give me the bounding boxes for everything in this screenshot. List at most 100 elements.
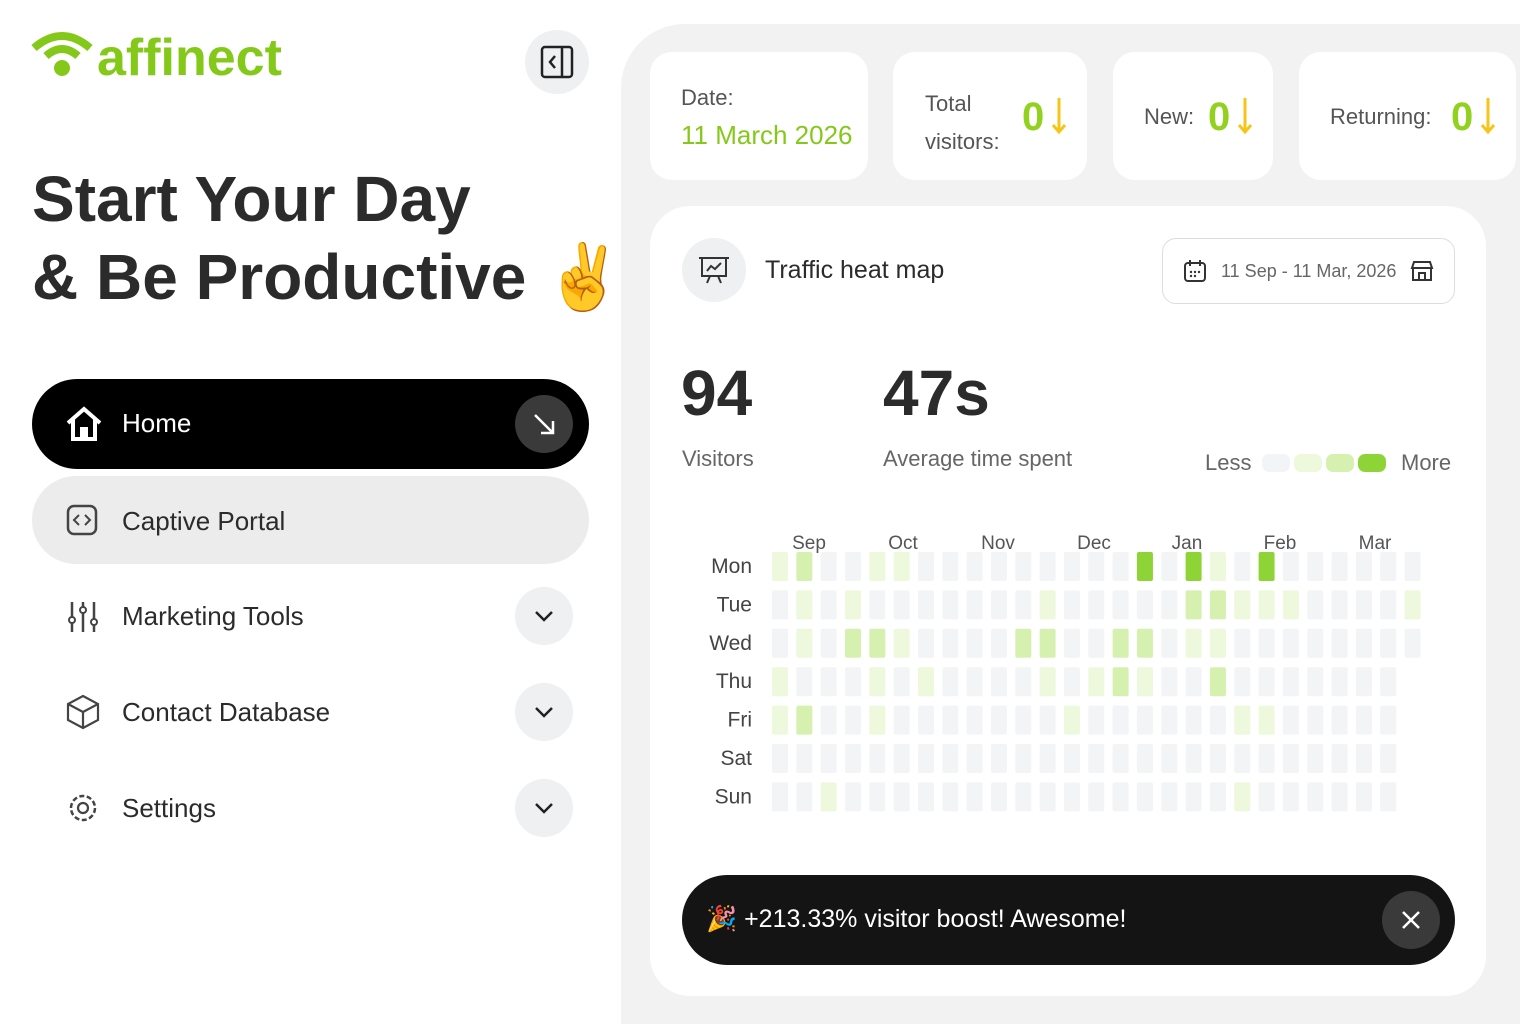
heatmap-cell [1136, 590, 1153, 620]
heatmap-cell [990, 628, 1007, 658]
heatmap-cell [1355, 744, 1372, 773]
visitors-label: Visitors [682, 446, 754, 471]
heatmap-cell [1039, 590, 1056, 620]
heatmap-cell [1136, 552, 1153, 581]
heatmap-cell [869, 628, 886, 658]
heatmap-cell [990, 552, 1007, 581]
legend-more: More [1401, 450, 1452, 475]
heatmap-cell [1258, 667, 1275, 697]
heatmap-cell [796, 782, 813, 812]
heatmap-cell [1331, 782, 1348, 812]
heatmap-cell [942, 552, 959, 581]
nav-marketing[interactable]: Marketing Tools [32, 586, 589, 646]
heatmap-cell [1185, 705, 1202, 735]
time-value: 47s [883, 357, 990, 429]
heatmap-cell [1063, 782, 1080, 812]
stat-label: New: [1144, 104, 1195, 129]
heatmap-cell [1331, 628, 1348, 658]
heatmap-cell [1282, 782, 1299, 812]
heatmap-cell [893, 628, 910, 658]
heatmap-cell [942, 782, 959, 812]
heatmap-cell [893, 744, 910, 773]
heatmap-cell [820, 782, 837, 812]
heatmap-cell [1355, 552, 1372, 581]
legend-swatch [1262, 454, 1290, 472]
heatmap-cell [966, 590, 983, 620]
heatmap-cell [1015, 667, 1032, 697]
day-label: Tue [717, 593, 752, 616]
heatmap-cell [917, 667, 934, 697]
heatmap-cell [772, 628, 788, 658]
heatmap-cell [893, 667, 910, 697]
heatmap-cell [1088, 667, 1105, 697]
heatmap-cell [1331, 744, 1348, 773]
heatmap-cell [1380, 705, 1397, 735]
heatmap-cell [820, 552, 837, 581]
heatmap-cell [772, 705, 788, 735]
heatmap-cell [1063, 628, 1080, 658]
toast-close[interactable] [1382, 891, 1440, 949]
heatmap-cell [942, 744, 959, 773]
nav-captive[interactable]: Captive Portal [32, 476, 589, 564]
collapse-button[interactable] [525, 30, 589, 94]
heatmap-cell [1234, 705, 1251, 735]
heatmap-cell [1136, 628, 1153, 658]
heatmap-cell [820, 705, 837, 735]
heatmap-cell [1380, 667, 1397, 697]
heatmap-cell [942, 590, 959, 620]
heatmap-cell [990, 744, 1007, 773]
heatmap-cell [966, 782, 983, 812]
stat-label: Total visitors: [925, 85, 1000, 161]
nav-home[interactable]: Home [32, 379, 589, 469]
heatmap-cell [1380, 782, 1397, 812]
heatmap-cell [1234, 667, 1251, 697]
heatmap-cell [796, 628, 813, 658]
heatmap-cell [772, 744, 788, 773]
heatmap-cell [893, 552, 910, 581]
heatmap-cell [1039, 667, 1056, 697]
heatmap-cell [1088, 552, 1105, 581]
heatmap-cell [1258, 552, 1275, 581]
heatmap-cell [1185, 590, 1202, 620]
heatmap-cell [796, 590, 813, 620]
heatmap-cell [1088, 782, 1105, 812]
day-label: Mon [711, 555, 752, 578]
heatmap-cell [820, 628, 837, 658]
heatmap-cell [1136, 667, 1153, 697]
heatmap-cell [772, 667, 788, 697]
heatmap-cell [1307, 552, 1324, 581]
heatmap-cell [1307, 705, 1324, 735]
heatmap-cell [844, 590, 861, 620]
heatmap-cell [844, 782, 861, 812]
legend [1262, 454, 1386, 472]
date-range-picker[interactable]: 11 Sep - 11 Mar, 2026 [1162, 238, 1455, 304]
heatmap-cell [1404, 590, 1421, 620]
heatmap-cell [1258, 590, 1275, 620]
heatmap-cell [1161, 782, 1178, 812]
stat-label: Date: [681, 85, 734, 110]
heatmap-cell [1282, 705, 1299, 735]
date-value: 11 March 2026 [681, 120, 853, 150]
heatmap-cell [1088, 705, 1105, 735]
page: affinect Start Your Day & Be Productive ✌… [31, 24, 1520, 1024]
heatmap-cell [796, 667, 813, 697]
heatmap-cell [1015, 628, 1032, 658]
heatmap-cell [1039, 744, 1056, 773]
heatmap-cell [844, 744, 861, 773]
heatmap-cell [1063, 705, 1080, 735]
month-label: Oct [888, 533, 918, 554]
heatmap-cell [966, 667, 983, 697]
legend-swatch [1326, 454, 1354, 472]
headline-line: & Be Productive ✌️ [32, 241, 624, 313]
nav-contacts[interactable]: Contact Database [32, 682, 589, 742]
heatmap-cell [1209, 552, 1226, 581]
headline-line: Start Your Day [32, 163, 471, 235]
logo: affinect [97, 29, 282, 87]
nav-label: Settings [122, 793, 216, 823]
heatmap-cell [942, 705, 959, 735]
heatmap-cell [966, 628, 983, 658]
heatmap-cell [917, 552, 934, 581]
nav-settings[interactable]: Settings [32, 778, 589, 838]
heatmap-cell [1088, 628, 1105, 658]
nav-label: Home [122, 408, 192, 438]
